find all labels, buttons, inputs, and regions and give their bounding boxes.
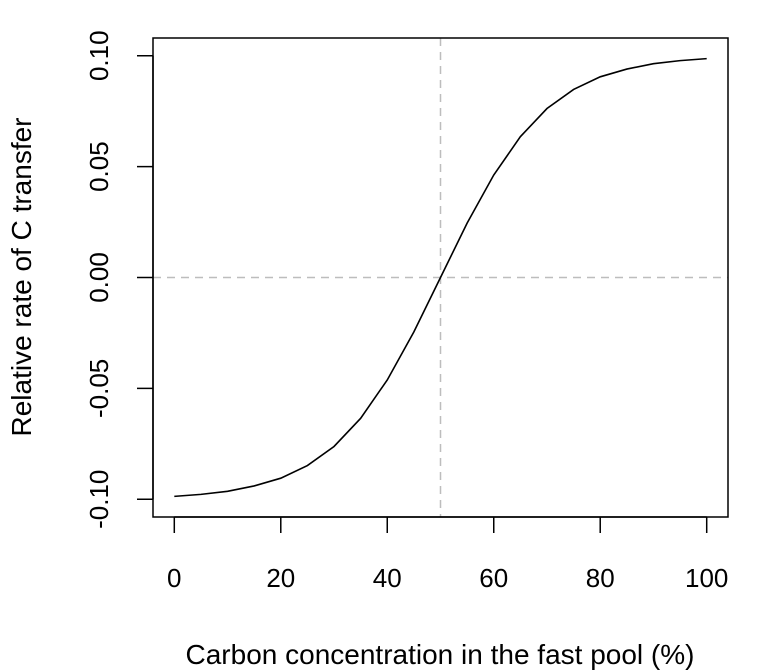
series-layer [174, 57, 707, 498]
x-tick-label: 80 [586, 563, 615, 593]
y-tick-label: 0.05 [84, 141, 114, 192]
y-tick-label: 0.00 [84, 252, 114, 303]
x-tick-label: 60 [479, 563, 508, 593]
x-tick-label: 100 [685, 563, 728, 593]
x-tick-label: 0 [167, 563, 181, 593]
x-axis: 0 20 40 60 80 100 [167, 516, 728, 593]
x-tick-label: 40 [373, 563, 402, 593]
y-axis-title: Relative rate of C transfer [6, 117, 37, 436]
x-axis-title: Carbon concentration in the fast pool (%… [186, 639, 695, 670]
y-axis: -0.10 -0.05 0.00 0.05 0.10 [84, 30, 154, 529]
x-tick-label: 20 [266, 563, 295, 593]
y-tick-label: -0.05 [84, 359, 114, 418]
series-line-0 [174, 57, 707, 498]
y-tick-label: -0.10 [84, 470, 114, 529]
y-tick-label: 0.10 [84, 30, 114, 81]
